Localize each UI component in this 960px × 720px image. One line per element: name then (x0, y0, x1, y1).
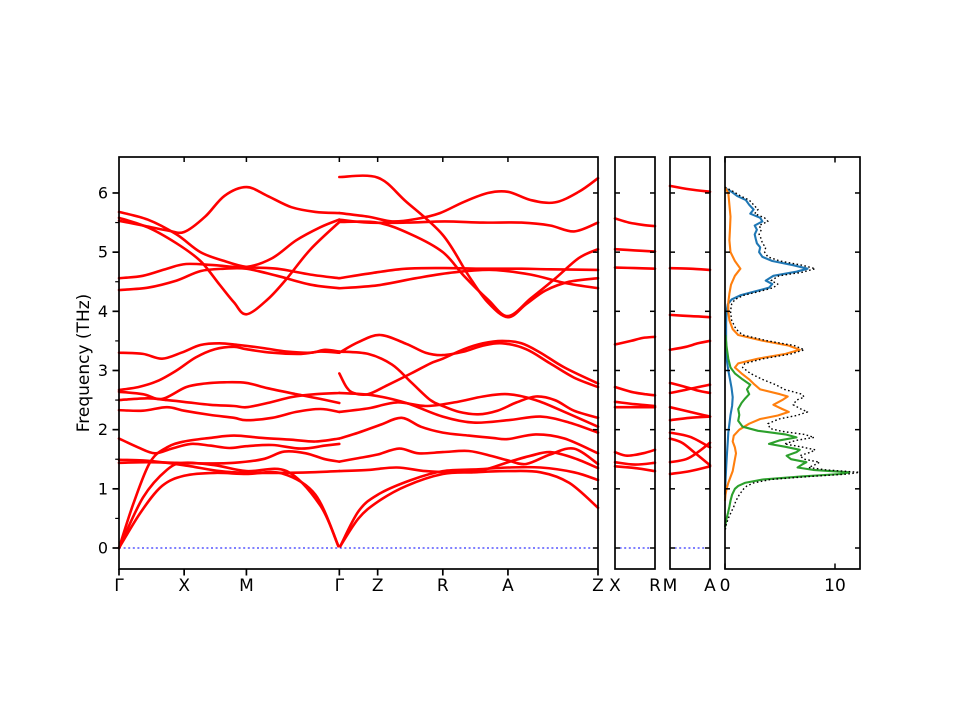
phonon-band (668, 415, 712, 422)
freq-tick-label: 0 (98, 539, 108, 558)
phonon-band (668, 339, 712, 352)
kpoint-label: A (704, 576, 716, 596)
phonon-band (613, 460, 657, 466)
phonon-band (668, 465, 712, 476)
phonon-band (338, 446, 600, 466)
kpoint-label: R (649, 576, 661, 596)
phonon-band (613, 247, 657, 253)
phonon-band (613, 448, 657, 458)
kpoint-label: A (502, 576, 514, 596)
kpoint-label: Γ (114, 576, 124, 596)
phonon-band (668, 383, 712, 395)
phonon-band (338, 469, 600, 548)
freq-tick-label: 4 (98, 302, 108, 321)
phonon-band (668, 184, 712, 194)
phonon-band (117, 218, 341, 280)
phonon-band (117, 185, 341, 235)
phonon-band (338, 450, 600, 474)
kpoint-label: M (239, 576, 254, 596)
kpoint-label: Z (592, 576, 604, 596)
phonon-band (117, 342, 341, 360)
phonon-band (338, 416, 600, 455)
phonon-band (668, 441, 712, 464)
freq-tick-label: 3 (98, 361, 108, 380)
dos-panel-frame (724, 156, 861, 570)
main-panel-frame (118, 156, 599, 570)
phonon-band (613, 335, 657, 346)
phonon-band (338, 176, 600, 223)
kpoint-label: X (178, 576, 190, 596)
freq-tick-label: 2 (98, 420, 108, 439)
phonon-band (338, 266, 600, 280)
phonon-band (338, 174, 600, 319)
kpoint-label: R (437, 576, 449, 596)
phonon-band (668, 405, 712, 418)
phonon-band (338, 392, 600, 428)
phonon-band (668, 313, 712, 319)
phonon-band (117, 405, 341, 422)
phonon-band (338, 220, 600, 318)
phonon-band (117, 434, 341, 550)
ma-panel-frame (669, 156, 711, 570)
xr-panel-frame (614, 156, 656, 570)
phonon-band (668, 266, 712, 272)
dos-tick-label: 10 (824, 576, 846, 596)
phonon-band (668, 437, 712, 467)
phonon-band (338, 218, 600, 233)
phonon-band (613, 385, 657, 397)
phonon-band (117, 437, 341, 455)
phonon-band (117, 210, 341, 280)
phonon-band (613, 400, 657, 408)
phonon-band (338, 333, 600, 389)
kpoint-label: X (609, 576, 621, 596)
partial-dos-1-blue (723, 187, 809, 495)
freq-tick-label: 1 (98, 479, 108, 498)
kpoint-label: Γ (335, 576, 345, 596)
phonon-band (117, 461, 340, 550)
freq-tick-label: 6 (98, 183, 108, 202)
phonon-band (338, 391, 600, 434)
partial-dos-2-orange (723, 186, 801, 501)
phonon-band (338, 339, 600, 396)
phonon-band (338, 350, 600, 420)
total-dos-dotted (724, 186, 860, 531)
kpoint-label: Z (372, 576, 384, 596)
phonon-band (338, 465, 600, 548)
phonon-band (613, 266, 657, 270)
phonon-band (613, 217, 657, 228)
kpoint-label: M (663, 576, 678, 596)
freq-tick-label: 5 (98, 243, 108, 262)
phonon-band (613, 465, 657, 473)
phonon-band (117, 458, 341, 475)
phonon-band (338, 268, 600, 290)
dos-tick-label: 0 (720, 576, 731, 596)
partial-dos-3-green (723, 334, 851, 528)
phonon-band (117, 380, 341, 405)
phonon-band (117, 266, 341, 292)
y-axis-label: Frequency (THz) (74, 293, 94, 433)
